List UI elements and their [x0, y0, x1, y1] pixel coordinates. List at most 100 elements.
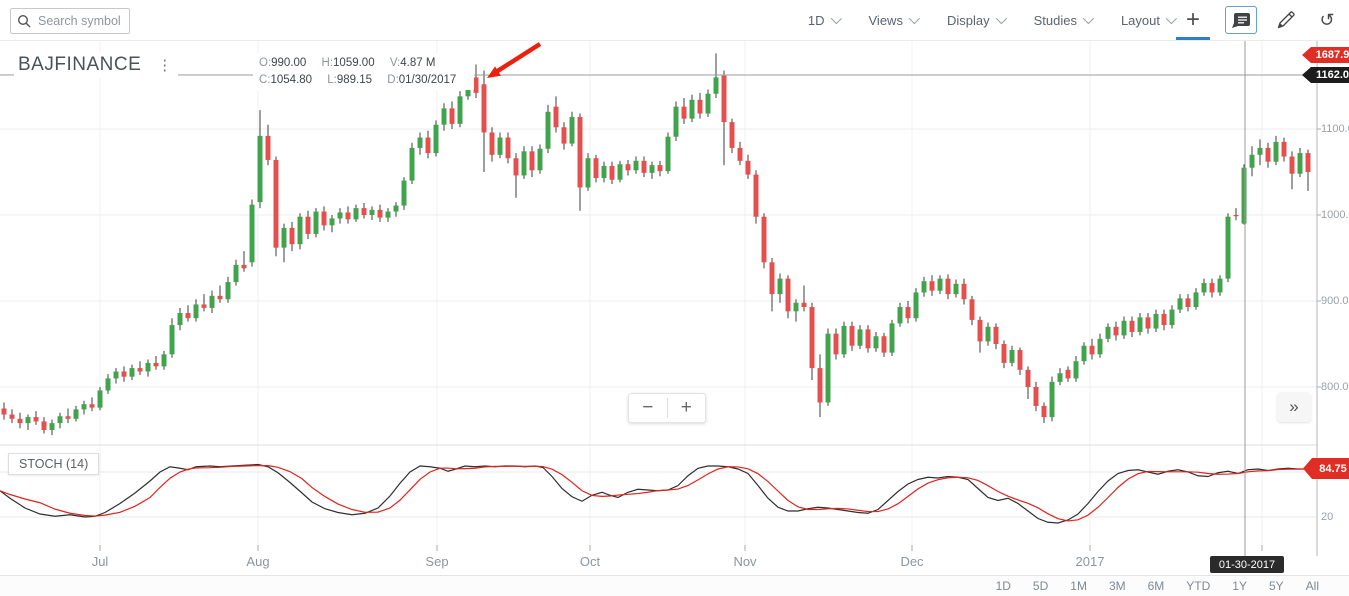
low-value: 989.15 — [336, 74, 373, 86]
candle — [1041, 405, 1047, 418]
candle — [1065, 369, 1071, 379]
refresh-icon: ↺ — [1319, 9, 1335, 30]
candle — [617, 164, 623, 180]
menu-periodicity[interactable]: 1D — [808, 12, 842, 28]
menu-studies-label: Studies — [1033, 12, 1077, 28]
range-button-6m[interactable]: 6M — [1147, 579, 1165, 593]
candle — [169, 325, 175, 355]
stoch-axis-tick: 20 — [1321, 511, 1334, 523]
candle — [881, 336, 887, 353]
candle — [49, 423, 55, 430]
crosshair-date-badge: 01-30-2017 — [1210, 556, 1284, 573]
add-chart-button[interactable]: + — [1175, 0, 1211, 40]
candle — [761, 216, 767, 263]
candle — [177, 313, 183, 326]
candle — [1193, 292, 1199, 308]
candle — [297, 216, 303, 245]
candle — [225, 282, 231, 300]
candle — [1057, 373, 1063, 382]
zoom-controls: − + — [628, 393, 706, 423]
symbol-search[interactable] — [10, 8, 130, 34]
candle — [505, 137, 511, 159]
candle — [609, 165, 615, 180]
date-label: D: — [387, 74, 399, 86]
candle — [633, 160, 639, 171]
range-button-1d[interactable]: 1D — [995, 579, 1011, 593]
candle — [17, 418, 23, 424]
range-button-1m[interactable]: 1M — [1070, 579, 1087, 593]
candle — [905, 307, 911, 319]
menu-display[interactable]: Display — [947, 13, 1007, 28]
annotation-arrow[interactable] — [494, 42, 542, 74]
candle — [65, 416, 71, 419]
draw-icon — [1277, 10, 1295, 28]
candle — [553, 106, 559, 128]
crosshair-price-badge: 1162.0 — [1302, 67, 1349, 83]
menu-views[interactable]: Views — [869, 13, 921, 28]
candle — [81, 404, 87, 410]
candle — [1201, 282, 1207, 293]
chevron-down-icon — [830, 12, 842, 25]
stoch-study-label[interactable]: STOCH (14) — [8, 453, 100, 475]
candle — [873, 336, 879, 349]
candle — [969, 299, 975, 320]
candle — [537, 148, 543, 171]
active-tab-indicator — [1176, 37, 1210, 40]
volume-value: 4.87 M — [400, 57, 436, 69]
high-value: 1059.00 — [333, 57, 375, 69]
annotation-button[interactable] — [1225, 6, 1257, 34]
range-button-5y[interactable]: 5Y — [1268, 579, 1284, 593]
candle — [545, 111, 551, 149]
candle — [1209, 282, 1215, 293]
menu-layout[interactable]: Layout — [1120, 12, 1178, 28]
candle — [1265, 147, 1271, 162]
candle — [513, 158, 519, 176]
candle — [577, 116, 583, 188]
candle — [273, 159, 279, 248]
candle — [121, 371, 127, 377]
range-button-1y[interactable]: 1Y — [1232, 579, 1247, 593]
candle — [305, 216, 311, 234]
month-label: Oct — [580, 554, 601, 569]
candle — [417, 137, 423, 148]
candle — [409, 147, 415, 181]
candle — [625, 164, 631, 171]
candle — [473, 77, 479, 93]
candle — [673, 106, 679, 137]
candle — [705, 93, 711, 114]
candle — [1153, 313, 1159, 329]
draw-button[interactable] — [1271, 6, 1299, 34]
candle — [889, 323, 895, 353]
candle — [393, 205, 399, 212]
candle — [257, 135, 263, 203]
ohlc-line-2: C:1054.80 L:989.15 D:01/30/2017 — [259, 72, 468, 89]
range-button-3m[interactable]: 3M — [1108, 579, 1126, 593]
kebab-menu-icon[interactable]: ⋮ — [157, 56, 173, 74]
menu-studies[interactable]: Studies — [1033, 12, 1095, 28]
range-button-5d[interactable]: 5D — [1032, 579, 1049, 593]
scroll-to-latest-button[interactable]: » — [1277, 392, 1311, 422]
zoom-out-button[interactable]: − — [642, 397, 654, 418]
candle — [249, 204, 255, 263]
candle — [1121, 320, 1127, 336]
candle — [145, 362, 151, 372]
low-label: L: — [327, 74, 337, 86]
candle — [193, 304, 199, 319]
menu-layout-label: Layout — [1120, 12, 1160, 28]
range-button-ytd[interactable]: YTD — [1186, 579, 1211, 593]
zoom-in-button[interactable]: + — [680, 397, 692, 418]
candle — [785, 278, 791, 312]
plus-icon: + — [1185, 6, 1200, 33]
refresh-button[interactable]: ↺ — [1313, 6, 1341, 34]
candle — [641, 160, 647, 173]
search-input[interactable] — [36, 13, 123, 29]
candle — [1233, 215, 1239, 217]
high-label: H: — [321, 57, 334, 69]
annotation-arrow-head — [487, 66, 501, 78]
candle — [1113, 326, 1119, 336]
candle — [897, 307, 903, 324]
open-label: O: — [259, 57, 272, 69]
candle — [841, 325, 847, 355]
range-button-all[interactable]: All — [1305, 579, 1319, 593]
